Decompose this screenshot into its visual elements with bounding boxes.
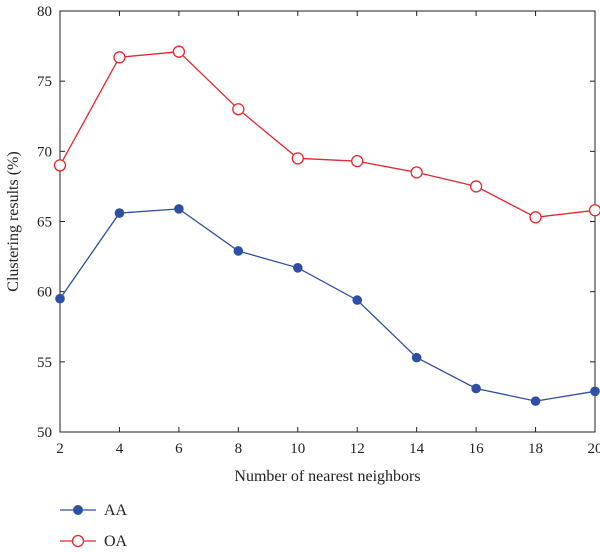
data-point-aa: [411, 352, 422, 363]
legend-marker-aa: [73, 505, 83, 515]
data-point-aa: [292, 263, 303, 273]
x-tick-label: 14: [409, 441, 425, 457]
data-point-aa: [55, 293, 65, 304]
data-point-oa: [53, 159, 67, 172]
y-axis-title: Clustering results (%): [5, 151, 22, 291]
data-point-oa: [410, 166, 423, 179]
y-tick-label: 65: [37, 215, 52, 231]
legend-marker-oa: [71, 534, 85, 548]
plot-frame: [59, 10, 596, 433]
data-point-aa: [471, 383, 481, 394]
x-tick-label: 16: [469, 441, 485, 457]
x-tick-label: 18: [528, 441, 543, 457]
x-tick-label: 6: [175, 441, 183, 457]
data-point-aa: [114, 208, 125, 218]
plot-area: [59, 10, 596, 433]
x-tick-label: 20: [588, 441, 600, 457]
y-tick-label: 50: [37, 425, 52, 441]
data-point-aa: [352, 295, 363, 305]
axis-ticks: 2 4 6 8 10 12 14 16 18 20 50 55 60 65 70 75 80: [37, 4, 600, 457]
series-lines: [53, 45, 600, 406]
x-tick-label: 12: [350, 441, 365, 457]
y-tick-label: 55: [37, 355, 52, 371]
x-tick-label: 10: [290, 441, 305, 457]
series-line-aa: [59, 208, 596, 402]
legend-label-oa: OA: [104, 533, 128, 550]
x-tick-label: 2: [56, 441, 64, 457]
data-point-oa: [529, 211, 542, 224]
data-point-oa: [588, 204, 600, 217]
data-point-oa: [232, 103, 245, 116]
y-tick-label: 75: [37, 74, 52, 90]
x-axis-title: Number of nearest neighbors: [234, 468, 420, 485]
data-point-aa: [530, 396, 541, 406]
legend-label-aa: AA: [104, 502, 128, 519]
y-tick-label: 80: [37, 4, 52, 20]
data-point-oa: [172, 45, 186, 58]
x-tick-label: 4: [116, 441, 124, 457]
series-line-oa: [59, 51, 596, 218]
legend: AA OA: [60, 502, 128, 550]
data-point-oa: [113, 51, 126, 64]
x-tick-label: 8: [235, 441, 243, 457]
data-point-oa: [291, 152, 304, 165]
data-point-oa: [351, 155, 364, 168]
data-point-aa: [590, 386, 600, 397]
y-tick-label: 60: [37, 285, 52, 301]
data-point-aa: [174, 204, 184, 214]
data-point-oa: [469, 180, 483, 193]
data-point-aa: [233, 246, 244, 256]
y-tick-label: 70: [37, 144, 52, 160]
